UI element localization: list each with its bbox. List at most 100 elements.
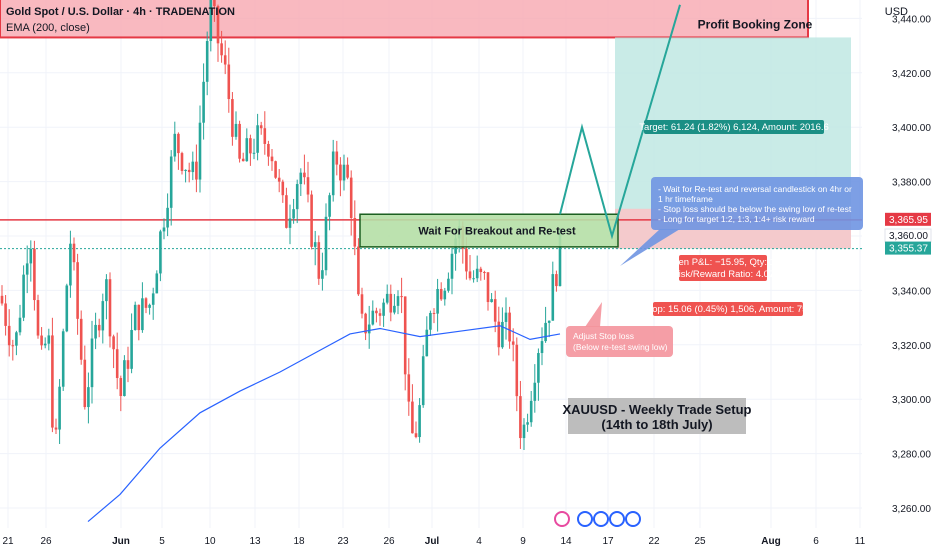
candle-body: [29, 248, 33, 264]
candle-body: [306, 177, 310, 195]
candle-body: [231, 99, 234, 137]
price-tick-label: 3,400.00: [892, 123, 931, 134]
candle-body: [137, 304, 141, 331]
candle-body: [166, 207, 169, 228]
candle-body: [259, 125, 263, 129]
candle-body: [303, 172, 306, 178]
candle-body: [468, 271, 472, 279]
candle-body: [195, 161, 198, 180]
candle-body: [389, 293, 393, 313]
candle-body: [465, 248, 468, 272]
candle-body: [245, 138, 249, 162]
candle-body: [151, 293, 155, 305]
candle-body: [177, 133, 180, 154]
stop-note-line: Adjust Stop loss: [573, 331, 634, 341]
candle-body: [522, 424, 526, 439]
time-tick-label: Jul: [425, 536, 440, 547]
time-tick-label: 26: [383, 536, 395, 547]
candle-body: [11, 345, 15, 347]
candle-body: [515, 344, 519, 397]
stop-label-bg: [653, 302, 803, 316]
candle-body: [4, 303, 7, 326]
economic-event-icon: [625, 511, 641, 527]
candle-body: [432, 312, 436, 314]
candle-body: [558, 228, 562, 287]
candle-body: [493, 299, 497, 322]
time-tick-label: 17: [602, 536, 614, 547]
candle-body: [371, 310, 375, 325]
price-tick-label: 3,320.00: [892, 341, 931, 352]
ema-layer: [87, 325, 561, 523]
candle-body: [51, 335, 54, 428]
candle-body: [159, 231, 162, 274]
setup-title-line: (14th to 18th July): [601, 417, 712, 432]
price-tick-label: 3,340.00: [892, 286, 931, 297]
candle-body: [83, 359, 87, 408]
indicator-label[interactable]: EMA (200, close): [6, 22, 90, 34]
candle-body: [551, 274, 555, 321]
candle-body: [501, 321, 504, 348]
candle-body: [533, 382, 537, 401]
setup-title-line: XAUUSD - Weekly Trade Setup: [562, 402, 751, 417]
candle-body: [216, 6, 220, 44]
candle-body: [281, 181, 285, 196]
candle-body: [339, 164, 342, 181]
price-label-bg: [885, 212, 931, 226]
candle-body: [119, 378, 123, 397]
candle-body: [22, 274, 25, 318]
candle-body: [450, 253, 454, 279]
plan-note-line: - Stop loss should be below the swing lo…: [658, 204, 852, 214]
candle-body: [378, 313, 382, 316]
candle-body: [173, 133, 177, 157]
candle-body: [25, 263, 29, 275]
candle-body: [288, 218, 292, 228]
time-tick-label: 26: [40, 536, 52, 547]
candle-body: [393, 305, 396, 313]
price-label: 3,360.00: [889, 231, 928, 242]
candle-body: [58, 386, 61, 430]
candle-body: [69, 243, 72, 286]
candle-body: [130, 329, 133, 369]
candle-body: [0, 295, 4, 304]
profit-zone-label: Profit Booking Zone: [698, 17, 813, 31]
price-label: 3,365.95: [889, 215, 928, 226]
candle-body: [511, 341, 515, 345]
candle-body: [346, 164, 349, 178]
candle-body: [425, 329, 429, 357]
time-tick-label: 10: [204, 536, 216, 547]
candle-body: [292, 209, 295, 219]
candle-body: [180, 153, 184, 171]
candle-body: [252, 152, 256, 154]
candle-body: [321, 270, 324, 279]
candle-body: [108, 279, 112, 337]
candle-body: [40, 335, 43, 346]
economic-event-icon: [554, 511, 570, 527]
candle-body: [421, 356, 425, 406]
time-tick-label: 23: [337, 536, 349, 547]
candle-body: [209, 0, 213, 42]
pnl-label: Open P&L: −15.95, Qty: 16: [666, 257, 780, 268]
candle-body: [115, 349, 119, 379]
time-tick-label: 21: [2, 536, 14, 547]
rr-label: Risk/Reward Ratio: 4.07: [672, 269, 774, 280]
candle-body: [385, 293, 389, 303]
price-tick-label: 3,440.00: [892, 14, 931, 25]
candle-body: [270, 156, 274, 162]
plan-note-pointer: [620, 229, 680, 266]
candle-body: [277, 177, 281, 182]
candle-body: [490, 299, 493, 303]
stop-note-pointer: [585, 302, 602, 327]
candle-body: [202, 81, 205, 123]
candle-body: [72, 243, 76, 263]
candle-body: [504, 312, 508, 322]
candle-body: [263, 128, 267, 144]
candle-body: [349, 177, 353, 218]
candle-body: [241, 158, 245, 162]
candle-body: [436, 288, 439, 314]
candle-body: [324, 216, 328, 271]
candle-body: [353, 217, 357, 247]
time-tick-label: 6: [813, 536, 819, 547]
candle-body: [555, 274, 558, 287]
symbol-title[interactable]: Gold Spot / U.S. Dollar · 4h · TRADENATI…: [6, 6, 235, 18]
